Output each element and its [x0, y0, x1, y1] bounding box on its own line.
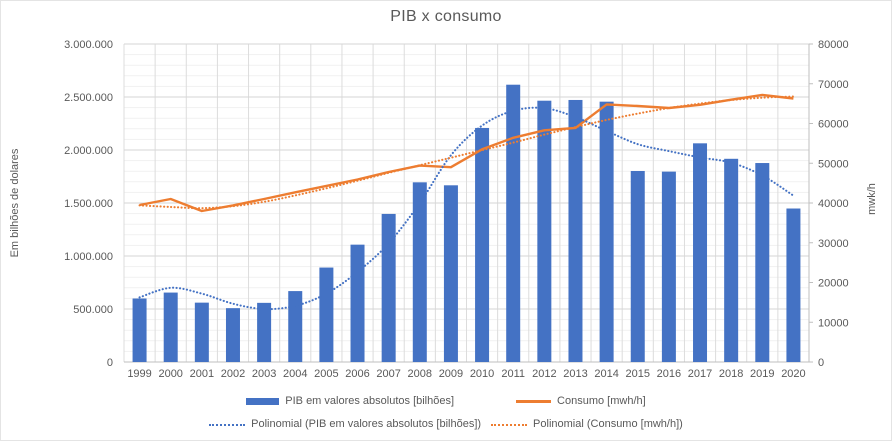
right-axis-tick-label: 50000 [818, 158, 849, 170]
right-axis-tick-label: 30000 [818, 238, 849, 250]
x-axis-tick-label: 2014 [594, 368, 618, 380]
left-axis-tick-label: 500.000 [73, 304, 113, 316]
bar-swatch-icon [246, 398, 280, 405]
legend-label-consumo: Consumo [mwh/h] [557, 395, 646, 407]
chart-title: PIB x consumo [390, 8, 502, 25]
bar-2001 [194, 302, 209, 362]
left-axis-tick-label: 2.500.000 [64, 92, 113, 104]
bar-2012 [537, 100, 552, 363]
bar-1999 [132, 298, 147, 362]
legend-label-poly-pib: Polinomial (PIB em valores absolutos [bi… [251, 418, 482, 430]
dotted-line-swatch-icon [209, 423, 246, 426]
x-axis-tick-label: 2004 [283, 368, 307, 380]
x-axis-tick-label: 2009 [439, 368, 463, 380]
bar-2011 [506, 84, 521, 362]
right-axis-tick-label: 60000 [818, 119, 849, 131]
bar-2018 [724, 158, 739, 362]
x-axis-tick-label: 2018 [719, 368, 743, 380]
left-axis-title: Em bilhões de dolares [9, 148, 21, 257]
x-axis-tick-label: 2016 [657, 368, 681, 380]
bar-2005 [319, 267, 334, 362]
bar-2003 [257, 302, 272, 362]
right-axis-title: mwk/h [866, 183, 878, 215]
legend-item-consumo: Consumo [mwh/h] [516, 395, 646, 408]
x-axis-tick-label: 2013 [563, 368, 587, 380]
bar-2020 [786, 208, 801, 362]
x-axis-tick-label: 2001 [190, 368, 214, 380]
x-axis-tick-label: 2003 [252, 368, 276, 380]
x-axis-tick-label: 2020 [781, 368, 805, 380]
legend-label-poly-consumo: Polinomial (Consumo [mwh/h]) [533, 418, 683, 430]
legend-item-pib: PIB em valores absolutos [bilhões] [246, 395, 454, 408]
bar-2010 [475, 127, 490, 363]
right-axis-tick-label: 20000 [818, 278, 849, 290]
x-axis-tick-label: 2006 [345, 368, 369, 380]
x-axis-tick-label: 2008 [408, 368, 432, 380]
legend-row-1: PIB em valores absolutos [bilhões] Consu… [1, 395, 891, 408]
bar-2008 [412, 182, 427, 362]
polynomial-trendline [138, 106, 795, 311]
left-axis-tick-label: 1.000.000 [64, 251, 113, 263]
bar-2015 [630, 170, 645, 362]
right-axis-tick-label: 80000 [818, 39, 849, 51]
bar-2013 [568, 99, 583, 362]
bar-2007 [381, 213, 396, 362]
legend-item-poly-pib: Polinomial (PIB em valores absolutos [bi… [209, 418, 481, 431]
bar-2016 [661, 171, 676, 362]
line-swatch-icon [516, 400, 552, 403]
x-axis-tick-label: 2000 [158, 368, 182, 380]
x-axis-tick-label: 2007 [376, 368, 400, 380]
right-axis-tick-label: 70000 [818, 79, 849, 91]
bar-2009 [443, 185, 458, 362]
left-axis-tick-label: 1.500.000 [64, 198, 113, 210]
x-axis-tick-label: 2015 [626, 368, 650, 380]
x-axis-tick-label: 2005 [314, 368, 338, 380]
bar-2006 [350, 244, 365, 362]
bar-2002 [225, 308, 240, 362]
left-axis-tick-label: 3.000.000 [64, 39, 113, 51]
dotted-line-swatch-icon [491, 423, 528, 426]
legend-row-2: Polinomial (PIB em valores absolutos [bi… [1, 418, 891, 431]
left-axis-tick-label: 0 [107, 357, 113, 369]
x-axis-tick-label: 2017 [688, 368, 712, 380]
legend-item-poly-consumo: Polinomial (Consumo [mwh/h]) [491, 418, 683, 431]
bar-2019 [755, 163, 770, 362]
bar-2017 [693, 143, 708, 362]
right-axis-tick-label: 10000 [818, 317, 849, 329]
right-axis-tick-label: 40000 [818, 198, 849, 210]
polynomial-trendline [138, 95, 795, 210]
x-axis-tick-label: 2010 [470, 368, 494, 380]
x-axis-tick-label: 2002 [221, 368, 245, 380]
x-axis-tick-label: 2012 [532, 368, 556, 380]
bar-2000 [163, 292, 178, 362]
x-axis-tick-label: 2019 [750, 368, 774, 380]
x-axis-tick-label: 1999 [127, 368, 151, 380]
right-axis-tick-label: 0 [818, 357, 824, 369]
x-axis-tick-label: 2011 [501, 368, 525, 380]
legend-label-pib: PIB em valores absolutos [bilhões] [285, 395, 455, 407]
bar-2014 [599, 101, 614, 362]
bar-2004 [288, 291, 303, 362]
left-axis-tick-label: 2.000.000 [64, 145, 113, 157]
